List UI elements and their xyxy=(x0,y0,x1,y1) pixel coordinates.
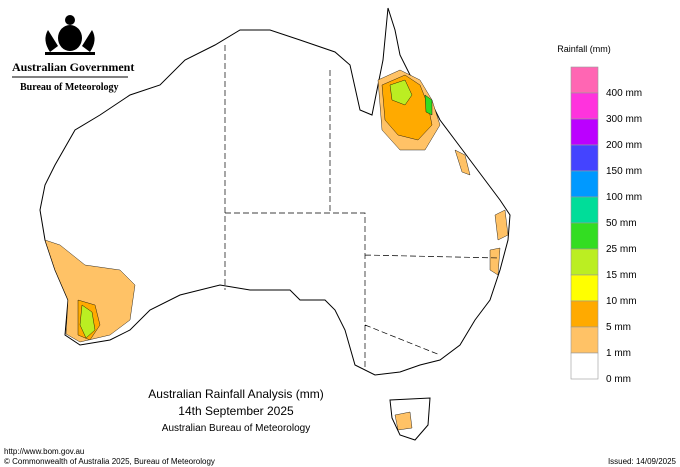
state-borders xyxy=(224,45,501,370)
legend-swatch xyxy=(570,248,599,276)
legend-swatch xyxy=(570,326,599,354)
legend-label: 15 mm xyxy=(606,270,637,281)
footer-copyright: © Commonwealth of Australia 2025, Bureau… xyxy=(4,457,215,466)
legend-swatch xyxy=(570,66,599,94)
coat-of-arms xyxy=(45,15,95,55)
legend-title: Rainfall (mm) xyxy=(557,44,611,54)
legend-label: 25 mm xyxy=(606,244,637,255)
legend-label: 1 mm xyxy=(606,348,631,359)
legend-label: 100 mm xyxy=(606,192,642,203)
legend-label: 0 mm xyxy=(606,374,631,385)
legend-swatch xyxy=(570,196,599,224)
government-name: Australian Government xyxy=(12,60,134,74)
legend-swatch xyxy=(570,144,599,172)
legend-swatch xyxy=(570,222,599,250)
legend-swatch xyxy=(570,352,599,380)
footer-url: http://www.bom.gov.au xyxy=(4,447,84,456)
map-date: 14th September 2025 xyxy=(178,404,294,418)
map-source: Australian Bureau of Meteorology xyxy=(162,423,310,434)
legend-label: 5 mm xyxy=(606,322,631,333)
legend-swatch xyxy=(570,118,599,146)
legend-label: 10 mm xyxy=(606,296,637,307)
legend-swatch xyxy=(570,300,599,328)
bureau-name: Bureau of Meteorology xyxy=(20,82,119,93)
rainfall-areas xyxy=(44,69,509,431)
legend-label: 150 mm xyxy=(606,166,642,177)
footer-issued: Issued: 14/09/2025 xyxy=(608,457,677,466)
map-title: Australian Rainfall Analysis (mm) xyxy=(148,387,323,401)
legend-label: 300 mm xyxy=(606,114,642,125)
legend-label: 200 mm xyxy=(606,140,642,151)
legend-label: 400 mm xyxy=(606,88,642,99)
legend-swatch xyxy=(570,170,599,198)
legend-label: 50 mm xyxy=(606,218,637,229)
legend-swatch xyxy=(570,274,599,302)
legend-swatch xyxy=(570,92,599,120)
legend: 400 mm 300 mm 200 mm 150 mm 100 mm 50 mm 25 mm… xyxy=(570,66,642,385)
